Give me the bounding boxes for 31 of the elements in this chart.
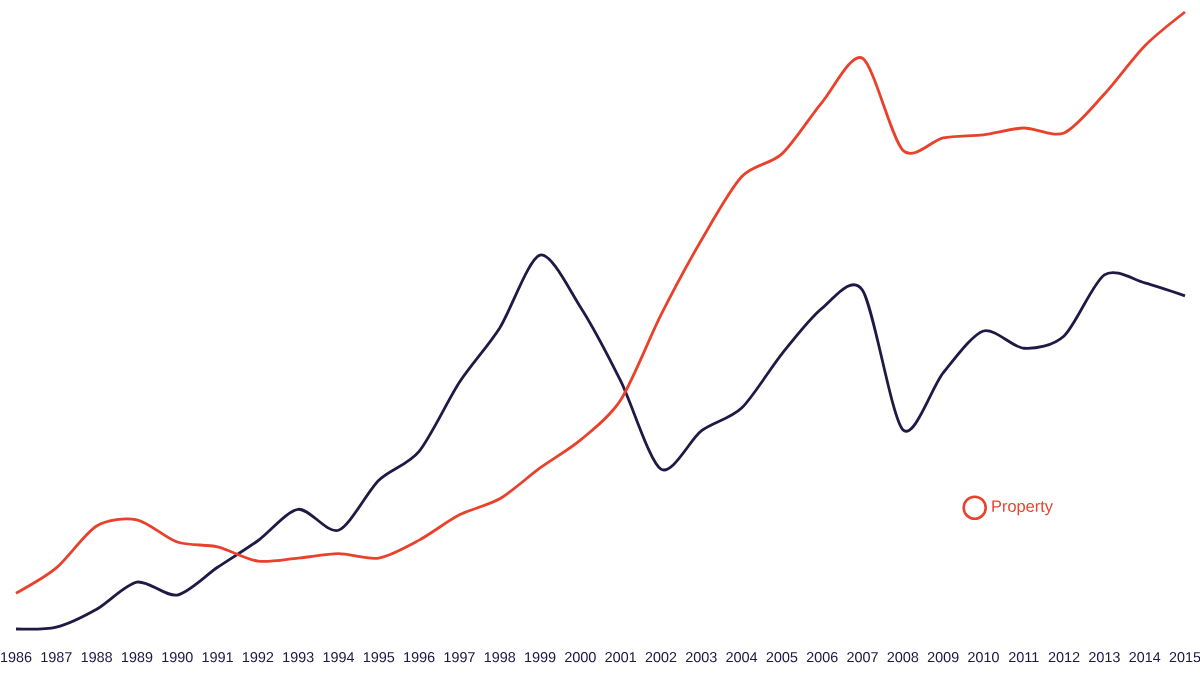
x-tick-label: 2012 [1048,652,1080,663]
x-tick-label: 1999 [525,652,556,663]
x-tick-label: 2000 [565,652,596,663]
x-tick-label: 1986 [1,652,32,663]
x-tick-label: 1991 [202,652,233,663]
x-tick-label: 1992 [242,652,274,663]
x-tick-label: 2004 [726,652,758,663]
x-tick-label: 1997 [444,652,475,663]
x-tick-label: 1998 [484,652,516,663]
x-tick-label: 1993 [283,652,314,663]
x-tick-label: 2002 [645,652,677,663]
x-tick-label: 2003 [685,652,717,663]
x-tick-label: 2005 [766,652,798,663]
legend-label: Property [992,500,1053,516]
x-tick-label: 2009 [927,652,959,663]
x-tick-label: 1988 [81,652,112,663]
x-tick-label: 1996 [404,652,435,663]
x-tick-label: 2013 [1089,652,1120,663]
x-tick-label: 2008 [887,652,919,663]
x-tick-label: 2010 [968,652,999,663]
x-tick-label: 1987 [41,652,72,663]
x-tick-label: 2011 [1009,652,1039,663]
x-tick-label: 2001 [605,652,636,663]
x-tick-label: 1989 [122,652,153,663]
x-tick-label: 1990 [162,652,193,663]
x-tick-label: 2014 [1129,652,1161,663]
x-tick-label: 2007 [847,652,878,663]
x-tick-label: 1994 [323,652,355,663]
x-tick-label: 2015 [1169,652,1200,663]
x-tick-label: 2006 [806,652,838,663]
x-tick-label: 1995 [363,652,395,663]
